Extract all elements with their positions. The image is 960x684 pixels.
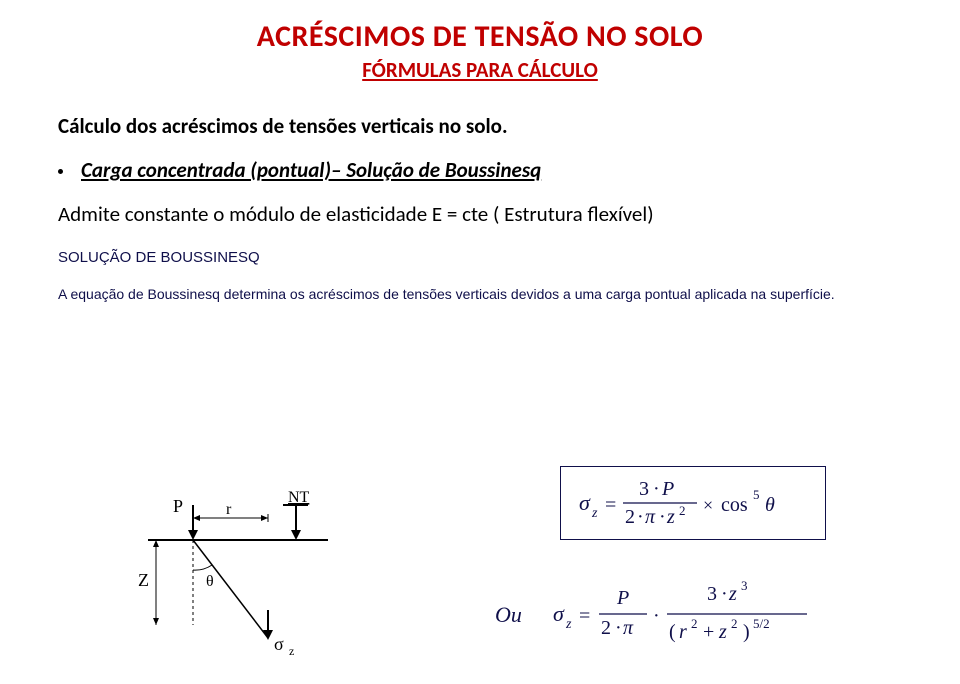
svg-text:=: =	[605, 494, 616, 516]
svg-text:2: 2	[679, 503, 686, 518]
svg-text:z: z	[565, 617, 572, 632]
svg-text:2: 2	[691, 616, 698, 631]
title-sub: FÓRMULAS PARA CÁLCULO	[0, 57, 960, 83]
svg-text:z: z	[728, 583, 737, 605]
svg-text:·: ·	[637, 506, 644, 528]
boussinesq-body: A equação de Boussinesq determina os acr…	[58, 280, 902, 309]
note-text: Admite constante o módulo de elasticidad…	[58, 201, 960, 227]
svg-text:·: ·	[721, 583, 728, 605]
svg-text:·: ·	[653, 478, 660, 500]
bullet-dot-icon	[58, 169, 63, 174]
svg-text:2: 2	[731, 616, 738, 631]
svg-text:cos: cos	[721, 494, 748, 516]
svg-text:3: 3	[741, 578, 748, 593]
svg-text:z: z	[591, 506, 598, 521]
svg-text:): )	[743, 621, 750, 643]
svg-text:Ou: Ou	[495, 602, 522, 627]
svg-text:·: ·	[615, 617, 622, 639]
svg-text:=: =	[579, 605, 590, 627]
load-diagram: P r NT Z θ σ z	[138, 490, 338, 660]
label-theta: θ	[206, 573, 214, 590]
svg-text:σ: σ	[553, 601, 565, 626]
svg-text:π: π	[645, 506, 656, 528]
svg-text:π: π	[623, 617, 634, 639]
svg-text:+: +	[703, 621, 714, 643]
bullet-text: Carga concentrada (pontual)– Solução de …	[81, 157, 541, 183]
svg-text:5/2: 5/2	[753, 616, 770, 631]
svg-text:P: P	[661, 478, 674, 500]
svg-text:5: 5	[753, 487, 760, 502]
svg-text:2: 2	[601, 617, 611, 639]
bullet-item: Carga concentrada (pontual)– Solução de …	[58, 157, 960, 183]
svg-text:3: 3	[639, 478, 649, 500]
label-r: r	[226, 501, 232, 518]
svg-text:r: r	[679, 621, 687, 643]
svg-text:×: ×	[703, 495, 713, 515]
svg-text:σ: σ	[579, 490, 591, 515]
label-sigma-sub: z	[289, 644, 294, 658]
svg-text:θ: θ	[765, 494, 775, 516]
intro-text: Cálculo dos acréscimos de tensões vertic…	[58, 113, 960, 139]
svg-text:2: 2	[625, 506, 635, 528]
formula-boxed: σ z = 3 · P 2 · π · z 2 × cos 5 θ	[560, 466, 826, 540]
label-z: Z	[138, 570, 149, 590]
label-sigma: σ	[274, 634, 284, 654]
svg-text:z: z	[718, 621, 727, 643]
svg-text:z: z	[666, 506, 675, 528]
svg-text:P: P	[616, 587, 629, 609]
title-main: ACRÉSCIMOS DE TENSÃO NO SOLO	[0, 18, 960, 55]
boussinesq-heading: SOLUÇÃO DE BOUSSINESQ	[58, 249, 960, 266]
label-P: P	[173, 496, 183, 516]
svg-text:·: ·	[659, 506, 666, 528]
svg-text:3: 3	[707, 583, 717, 605]
svg-text:(: (	[669, 621, 676, 643]
svg-text:·: ·	[653, 605, 660, 627]
label-NT: NT	[288, 490, 310, 506]
formula-alt: Ou σ z = P 2 · π · 3 · z 3 ( r 2 + z 2 )…	[495, 576, 855, 661]
